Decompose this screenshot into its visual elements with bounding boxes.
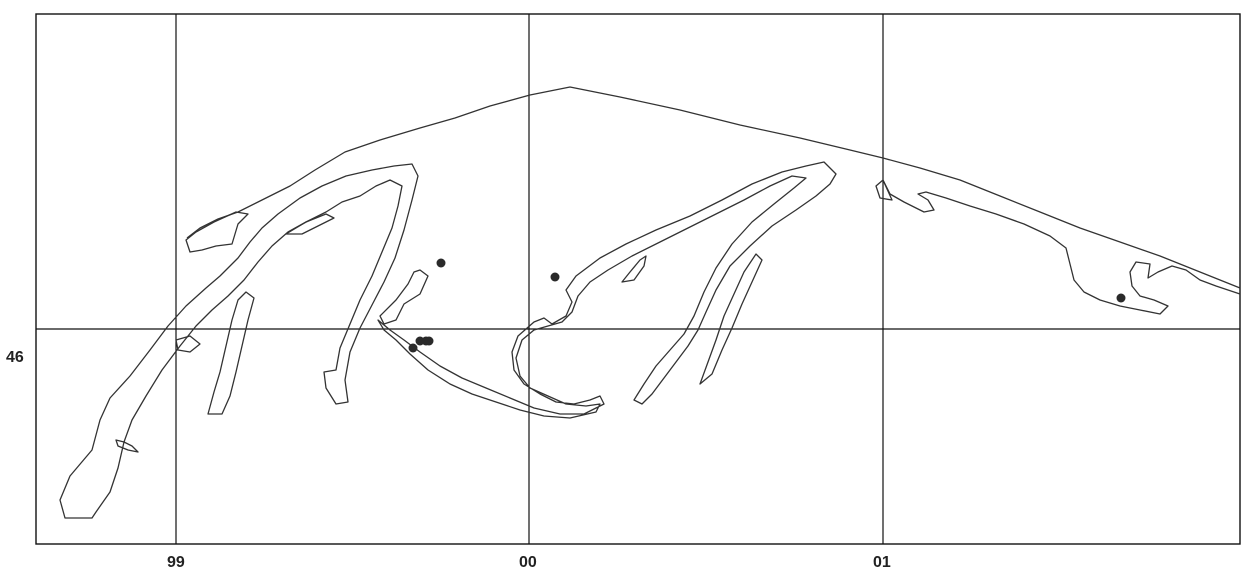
site-marker (1116, 293, 1126, 303)
x-tick-label-01: 01 (873, 554, 891, 571)
coastline (59, 86, 1241, 519)
island-east-hook (875, 179, 893, 201)
island-west-sliver-b (175, 335, 201, 353)
coastline-outer (186, 86, 1241, 289)
x-tick-label-00: 00 (519, 554, 537, 571)
site-markers (408, 258, 1126, 353)
island-east-inner (699, 253, 763, 385)
site-marker (424, 336, 434, 346)
graticule (36, 14, 1240, 544)
site-marker (408, 343, 418, 353)
y-tick-label-46: 46 (6, 349, 24, 366)
site-marker (550, 272, 560, 282)
island-mid-spit (379, 269, 429, 325)
island-west-sliver-c (285, 213, 335, 235)
map-frame (35, 13, 1241, 545)
island-west-sliver-a (207, 291, 255, 415)
island-lagoon (621, 255, 647, 283)
island-east-lagoon (882, 179, 1241, 315)
island-central-spit (377, 161, 837, 419)
site-marker (436, 258, 446, 268)
x-tick-label-99: 99 (167, 554, 185, 571)
island-west-long (59, 163, 419, 519)
island-west-hook (185, 211, 249, 253)
island-west-spit (115, 439, 139, 453)
